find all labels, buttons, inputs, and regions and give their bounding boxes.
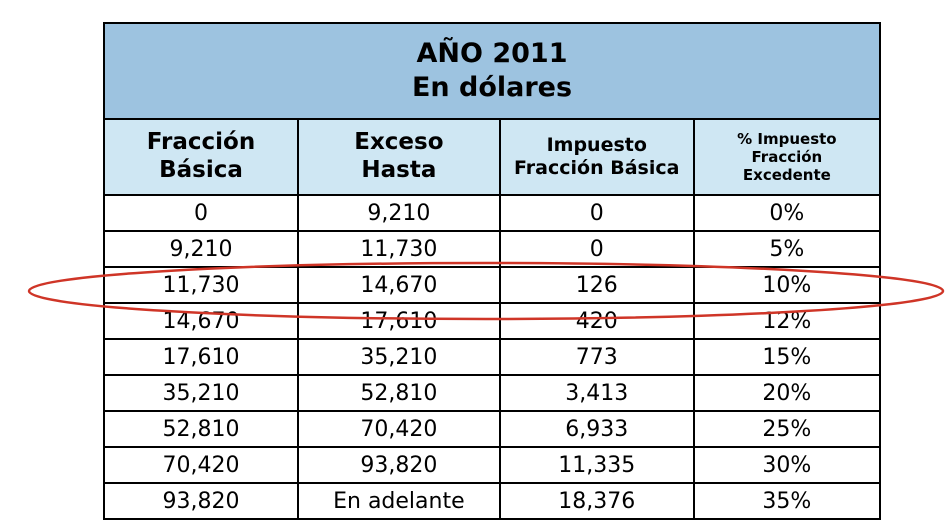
- table-cell: 6,933: [498, 410, 695, 448]
- table-title-year: AÑO 2011: [416, 38, 568, 70]
- table-header-row: Fracción Básica Exceso Hasta Impuesto Fr…: [103, 118, 882, 196]
- table-row: 0 9,210 0 0%: [103, 194, 882, 232]
- table-row: 17,610 35,210 773 15%: [103, 338, 882, 376]
- table-title: AÑO 2011 En dólares: [103, 22, 881, 120]
- table-cell: 70,420: [297, 410, 501, 448]
- table-row: 70,420 93,820 11,335 30%: [103, 446, 882, 484]
- table-row: 52,810 70,420 6,933 25%: [103, 410, 882, 448]
- table-title-row: AÑO 2011 En dólares: [103, 22, 881, 120]
- table-cell: 0: [498, 230, 695, 268]
- column-header-porcentaje-impuesto: % Impuesto Fracción Excedente: [692, 118, 882, 196]
- table-cell: 420: [498, 302, 695, 340]
- column-header-fraccion-basica: Fracción Básica: [103, 118, 299, 196]
- table-cell: 10%: [692, 266, 882, 304]
- table-cell: 35,210: [297, 338, 501, 376]
- table-cell: 0: [498, 194, 695, 232]
- table-cell: 126: [498, 266, 695, 304]
- table-title-subtitle: En dólares: [411, 72, 573, 103]
- table-cell: 70,420: [103, 446, 299, 484]
- table-cell: En adelante: [297, 482, 501, 520]
- table-cell: 93,820: [103, 482, 299, 520]
- table-cell: 14,670: [297, 266, 501, 304]
- table-cell: 5%: [692, 230, 882, 268]
- table-cell: 93,820: [297, 446, 501, 484]
- table-cell: 0%: [692, 194, 882, 232]
- table-cell: 35,210: [103, 374, 299, 412]
- table-cell: 773: [498, 338, 695, 376]
- table-row: 9,210 11,730 0 5%: [103, 230, 882, 268]
- table-cell: 35%: [692, 482, 882, 520]
- table-cell: 52,810: [297, 374, 501, 412]
- table-row: 35,210 52,810 3,413 20%: [103, 374, 882, 412]
- table-row: 14,670 17,610 420 12%: [103, 302, 882, 340]
- table-cell: 3,413: [498, 374, 695, 412]
- table-cell: 17,610: [297, 302, 501, 340]
- table-row: 93,820 En adelante 18,376 35%: [103, 482, 882, 520]
- table-row: 11,730 14,670 126 10%: [103, 266, 882, 304]
- table-cell: 9,210: [103, 230, 299, 268]
- table-cell: 14,670: [103, 302, 299, 340]
- table-cell: 30%: [692, 446, 882, 484]
- table-cell: 25%: [692, 410, 882, 448]
- table-cell: 17,610: [103, 338, 299, 376]
- column-header-exceso-hasta: Exceso Hasta: [297, 118, 501, 196]
- table-cell: 9,210: [297, 194, 501, 232]
- table-cell: 11,730: [103, 266, 299, 304]
- table-cell: 20%: [692, 374, 882, 412]
- table-cell: 11,335: [498, 446, 695, 484]
- tax-table-2011: AÑO 2011 En dólares Fracción Básica Exce…: [103, 22, 882, 520]
- table-cell: 11,730: [297, 230, 501, 268]
- table-cell: 12%: [692, 302, 882, 340]
- column-header-impuesto-fraccion-basica: Impuesto Fracción Básica: [498, 118, 695, 196]
- table-cell: 52,810: [103, 410, 299, 448]
- table-cell: 18,376: [498, 482, 695, 520]
- table-body: 0 9,210 0 0% 9,210 11,730 0 5% 11,730 14,670 126 10…: [103, 194, 882, 520]
- table-cell: 0: [103, 194, 299, 232]
- table-cell: 15%: [692, 338, 882, 376]
